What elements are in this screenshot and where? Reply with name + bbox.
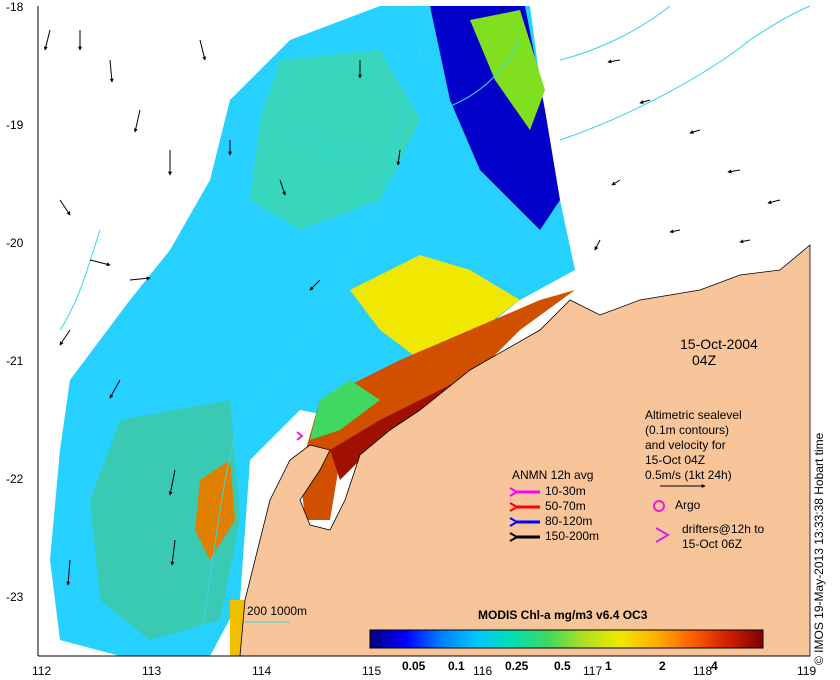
altimetry-note-line: 15-Oct 04Z [645,453,706,467]
anmn-legend-arrowhead [509,502,520,512]
anmn-legend-label: 80-120m [545,514,593,528]
altimetry-note-line: (0.1m contours) [645,423,730,437]
axes [37,6,810,657]
colorbar-tick-label: 0.25 [505,659,529,673]
x-tick: 114 [252,664,272,678]
y-tick: -19 [6,118,24,132]
y-tick: -18 [6,0,24,14]
drifter-point [296,431,304,441]
x-tick: 117 [583,664,603,678]
map-date: 15-Oct-2004 [680,336,758,352]
credit-text: © IMOS 19-May-2013 13:33:38 Hobart time [812,432,826,665]
x-tick: 113 [142,664,162,678]
anmn-legend-label: 10-30m [545,484,586,498]
anmn-legend-arrowhead [509,532,520,542]
colorbar [369,629,764,649]
x-tick: 115 [362,664,382,678]
anmn-legend-arrows [509,487,540,542]
drifters-label-line2: 15-Oct 06Z [682,537,743,551]
land-mass [239,244,811,657]
anmn-legend-arrowhead [509,487,520,497]
argo-marker [653,500,665,512]
map-time: 04Z [692,352,717,368]
drifter-marker [655,527,670,543]
anmn-legend-arrowhead [509,517,520,527]
colorbar-tick-label: 0.5 [554,659,571,673]
y-tick: -23 [6,590,24,604]
y-tick: -22 [6,472,24,486]
x-tick: 118 [693,664,713,678]
colorbar-title: MODIS Chl-a mg/m3 v6.4 OC3 [478,608,648,622]
argo-label: Argo [675,498,701,512]
colorbar-tick-label: 2 [659,659,666,673]
altimetry-note-line: and velocity for [645,438,726,452]
y-tick: -21 [6,354,24,368]
colorbar-tick-label: 1 [605,659,612,673]
x-tick: 112 [32,664,52,678]
anmn-legend-label: 150-200m [545,529,600,543]
bathy-legend-label: 200 1000m [247,604,308,618]
colorbar-tick-label: 0.1 [448,659,465,673]
altimetry-note-line: 0.5m/s (1kt 24h) [645,468,732,482]
anmn-legend-label: 50-70m [545,499,586,513]
altimetry-note-line: Altimetric sealevel [645,408,742,422]
colorbar-tick-label: 0.05 [402,659,426,673]
anmn-legend-title: ANMN 12h avg [512,468,594,482]
y-tick: -20 [6,236,24,250]
velocity-vectors [43,29,781,586]
colorbar-tick-label: 4 [711,659,718,673]
sealevel-contours [59,5,811,641]
x-tick: 119 [797,664,817,678]
drifters-label-line1: drifters@12h to [682,522,765,536]
x-tick: 116 [473,664,493,678]
